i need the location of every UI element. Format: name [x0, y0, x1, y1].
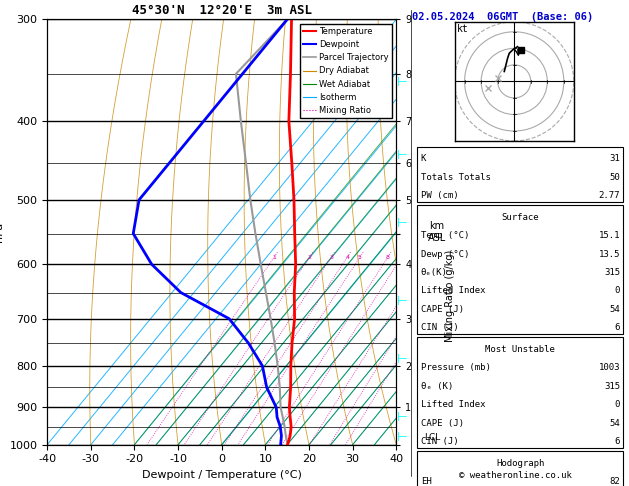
Text: K: K	[421, 154, 426, 163]
Text: 02.05.2024  06GMT  (Base: 06): 02.05.2024 06GMT (Base: 06)	[412, 12, 593, 22]
Text: Pressure (mb): Pressure (mb)	[421, 363, 491, 372]
Text: 0: 0	[615, 400, 620, 409]
Text: ⊢: ⊢	[397, 412, 408, 424]
Y-axis label: km
ASL: km ASL	[428, 221, 446, 243]
Text: 54: 54	[610, 305, 620, 314]
Text: EH: EH	[421, 477, 431, 486]
Text: Most Unstable: Most Unstable	[485, 345, 555, 354]
Y-axis label: hPa: hPa	[0, 222, 4, 242]
Text: 8: 8	[386, 255, 390, 260]
Text: ⊢: ⊢	[397, 217, 408, 230]
Text: ⊢: ⊢	[397, 295, 408, 308]
Text: Surface: Surface	[501, 212, 539, 222]
Text: ⊢: ⊢	[397, 353, 408, 366]
Text: 1003: 1003	[599, 363, 620, 372]
Text: 2: 2	[308, 255, 311, 260]
Text: Temp (°C): Temp (°C)	[421, 231, 469, 240]
X-axis label: Dewpoint / Temperature (°C): Dewpoint / Temperature (°C)	[142, 470, 302, 480]
Text: CAPE (J): CAPE (J)	[421, 418, 464, 428]
Text: 3: 3	[329, 255, 333, 260]
Text: θₑ (K): θₑ (K)	[421, 382, 453, 391]
Text: Lifted Index: Lifted Index	[421, 286, 486, 295]
Text: CIN (J): CIN (J)	[421, 323, 459, 332]
Text: kt: kt	[457, 24, 469, 34]
Text: Lifted Index: Lifted Index	[421, 400, 486, 409]
Text: PW (cm): PW (cm)	[421, 191, 459, 200]
Text: 0: 0	[615, 286, 620, 295]
Text: 54: 54	[610, 418, 620, 428]
Text: 6: 6	[615, 437, 620, 446]
Text: ⊢: ⊢	[397, 76, 408, 89]
Text: 315: 315	[604, 382, 620, 391]
Text: Totals Totals: Totals Totals	[421, 173, 491, 182]
Text: 50: 50	[610, 173, 620, 182]
Text: LCL: LCL	[424, 433, 440, 442]
Text: 82: 82	[610, 477, 620, 486]
Text: θₑ(K): θₑ(K)	[421, 268, 448, 277]
Text: 4: 4	[345, 255, 349, 260]
Text: CAPE (J): CAPE (J)	[421, 305, 464, 314]
Text: ⊢: ⊢	[397, 149, 408, 162]
Text: 1: 1	[272, 255, 276, 260]
Text: Hodograph: Hodograph	[496, 458, 544, 468]
Text: Mixing Ratio (g/kg): Mixing Ratio (g/kg)	[445, 250, 455, 342]
Text: 13.5: 13.5	[599, 249, 620, 259]
Text: 31: 31	[610, 154, 620, 163]
Text: © weatheronline.co.uk: © weatheronline.co.uk	[459, 471, 572, 480]
Text: 315: 315	[604, 268, 620, 277]
Text: 15.1: 15.1	[599, 231, 620, 240]
Text: Dewp (°C): Dewp (°C)	[421, 249, 469, 259]
Title: 45°30'N  12°20'E  3m ASL: 45°30'N 12°20'E 3m ASL	[131, 4, 312, 17]
Text: 2.77: 2.77	[599, 191, 620, 200]
Text: 6: 6	[615, 323, 620, 332]
Text: 5: 5	[358, 255, 362, 260]
Text: ⊢: ⊢	[397, 431, 408, 444]
Text: CIN (J): CIN (J)	[421, 437, 459, 446]
Legend: Temperature, Dewpoint, Parcel Trajectory, Dry Adiabat, Wet Adiabat, Isotherm, Mi: Temperature, Dewpoint, Parcel Trajectory…	[300, 24, 392, 118]
